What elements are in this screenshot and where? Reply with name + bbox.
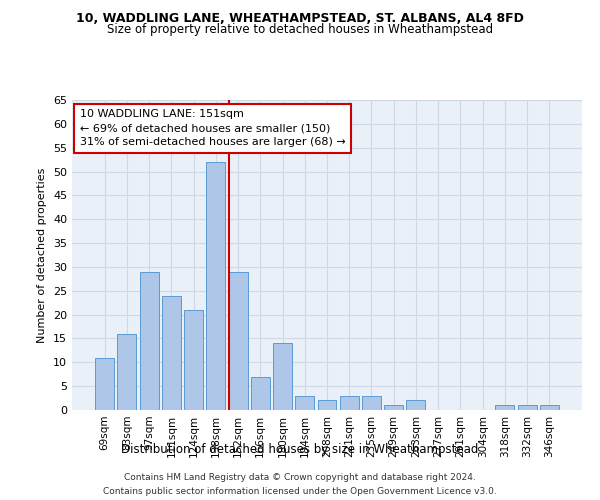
Bar: [140, 272, 158, 410]
Text: Size of property relative to detached houses in Wheathampstead: Size of property relative to detached ho…: [107, 24, 493, 36]
Bar: [229, 272, 248, 410]
Bar: [162, 296, 181, 410]
Bar: [184, 310, 203, 410]
Bar: [518, 405, 536, 410]
Text: 10, WADDLING LANE, WHEATHAMPSTEAD, ST. ALBANS, AL4 8FD: 10, WADDLING LANE, WHEATHAMPSTEAD, ST. A…: [76, 12, 524, 26]
Text: 10 WADDLING LANE: 151sqm
← 69% of detached houses are smaller (150)
31% of semi-: 10 WADDLING LANE: 151sqm ← 69% of detach…: [80, 110, 346, 148]
Bar: [540, 405, 559, 410]
Y-axis label: Number of detached properties: Number of detached properties: [37, 168, 47, 342]
Bar: [295, 396, 314, 410]
Text: Contains public sector information licensed under the Open Government Licence v3: Contains public sector information licen…: [103, 488, 497, 496]
Bar: [206, 162, 225, 410]
Bar: [362, 396, 381, 410]
Bar: [95, 358, 114, 410]
Bar: [251, 376, 270, 410]
Bar: [340, 396, 359, 410]
Bar: [384, 405, 403, 410]
Bar: [273, 343, 292, 410]
Text: Distribution of detached houses by size in Wheathampstead: Distribution of detached houses by size …: [121, 442, 479, 456]
Bar: [496, 405, 514, 410]
Bar: [317, 400, 337, 410]
Bar: [406, 400, 425, 410]
Text: Contains HM Land Registry data © Crown copyright and database right 2024.: Contains HM Land Registry data © Crown c…: [124, 472, 476, 482]
Bar: [118, 334, 136, 410]
